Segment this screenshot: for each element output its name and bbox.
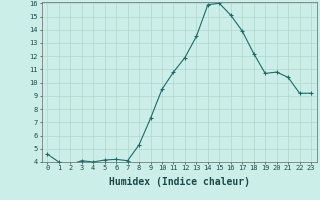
X-axis label: Humidex (Indice chaleur): Humidex (Indice chaleur) (109, 177, 250, 187)
